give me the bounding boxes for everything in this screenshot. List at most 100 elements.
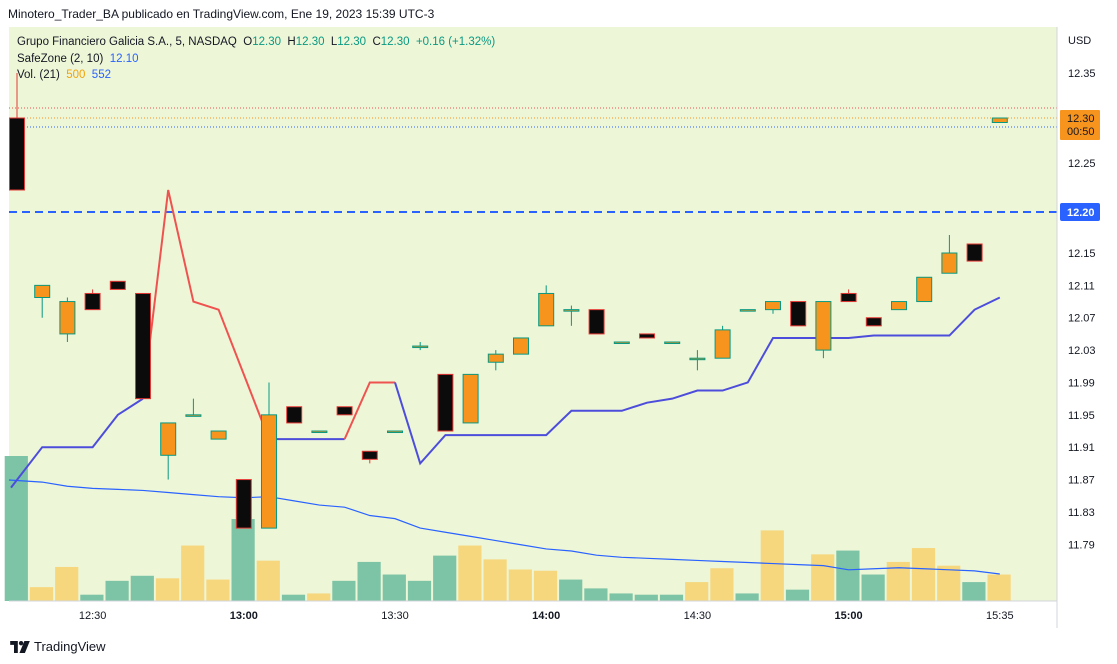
candle (840, 289, 857, 303)
x-tick-label: 15:00 (835, 610, 863, 622)
publisher-header: Minotero_Trader_BA publicado en TradingV… (8, 7, 435, 21)
candle (311, 430, 328, 434)
chart-legend: Grupo Financiero Galicia S.A., 5, NASDAQ… (17, 34, 495, 84)
volume-bar (508, 569, 532, 601)
x-tick-label: 14:00 (532, 610, 560, 622)
candle (462, 373, 479, 424)
countdown-label: 00:50 (1067, 126, 1095, 138)
candle (387, 430, 403, 434)
volume-bar (886, 561, 910, 601)
volume-bar (811, 554, 835, 601)
candle-body (639, 333, 655, 339)
volume-bar (710, 568, 734, 601)
safezone-line-red (343, 381, 395, 440)
x-tick-label: 14:30 (684, 610, 712, 622)
tradingview-logo[interactable]: TradingView (10, 639, 106, 654)
plot-area (9, 27, 1057, 601)
candle-body (437, 373, 454, 432)
safezone-layer (10, 189, 1001, 489)
candle (34, 284, 51, 318)
volume-bar (911, 548, 936, 601)
volume-bar (55, 566, 79, 601)
x-tick-label: 15:35 (986, 610, 1014, 622)
legend-volume-row[interactable]: Vol. (21) 500 552 (17, 67, 495, 84)
candle-body (311, 430, 328, 434)
candle (235, 479, 252, 529)
candle (991, 117, 1008, 123)
candle-body (412, 345, 429, 349)
current-price-label: 12.30 (1067, 113, 1095, 125)
candle (135, 292, 151, 400)
candle (941, 235, 958, 274)
volume-bar (609, 593, 633, 601)
legend-c-value: 12.30 (380, 36, 410, 48)
candle (286, 406, 303, 424)
volume-bar (4, 456, 28, 601)
x-axis: 12:30 13:00 13:30 14:00 14:30 15:00 15:35 (79, 610, 1014, 622)
candle-body (865, 317, 882, 327)
candle-body (689, 357, 706, 361)
candle (739, 309, 756, 312)
candle-body (185, 414, 202, 417)
volume-bar (458, 545, 482, 601)
candle-body (613, 341, 630, 345)
legend-symbol: Grupo Financiero Galicia S.A., 5, NASDAQ (17, 36, 237, 48)
volume-bar (962, 582, 986, 601)
candle (412, 342, 429, 351)
candle (790, 301, 807, 327)
candles-layer (9, 73, 1008, 529)
candle-body (286, 406, 303, 424)
y-tick-label: 12.25 (1068, 158, 1096, 170)
volume-bar (533, 570, 558, 601)
candle (588, 309, 605, 335)
candle (487, 350, 504, 371)
volume-bar (181, 545, 205, 601)
currency-label: USD (1068, 35, 1091, 47)
candle (689, 350, 706, 371)
candle (84, 289, 101, 311)
candle-body (513, 337, 529, 355)
volume-bar (332, 580, 356, 601)
volume-bar (735, 593, 759, 601)
candle-body (387, 430, 403, 434)
candle (765, 301, 781, 314)
safezone-line-blue (10, 397, 144, 489)
price-line-badge: 12.20 (1060, 203, 1100, 221)
legend-change: +0.16 (+1.32%) (415, 36, 496, 48)
volume-bar (231, 519, 255, 601)
volume-bar (256, 560, 280, 601)
volume-bar (685, 582, 709, 601)
volume-bar (155, 578, 180, 601)
candle-body (135, 292, 151, 400)
tradingview-logo-icon (10, 640, 30, 653)
y-tick-label: 11.99 (1068, 377, 1095, 389)
price-line-label: 12.20 (1067, 207, 1095, 219)
volume-ma-layer (8, 479, 1000, 575)
volume-bar (987, 574, 1011, 601)
volume-bar (861, 574, 885, 601)
candle-body (109, 280, 126, 290)
candle (336, 406, 353, 416)
legend-volume-ma-value: 552 (91, 69, 111, 81)
legend-volume-label: Vol. (21) (17, 69, 60, 81)
volume-bar (80, 594, 104, 601)
y-tick-label: 11.91 (1068, 442, 1095, 454)
candle-body (462, 373, 479, 424)
candle-body (210, 430, 227, 440)
volume-bar (382, 574, 406, 601)
candle-body (765, 301, 781, 311)
price-line-badge-bg (1060, 203, 1100, 221)
volume-bar (433, 555, 457, 601)
candle-body (361, 450, 378, 460)
legend-safezone-row[interactable]: SafeZone (2, 10) 12.10 (17, 51, 495, 68)
volume-bar (937, 565, 961, 601)
candle (513, 337, 529, 355)
volume-bar (281, 594, 306, 601)
candle-body (9, 117, 25, 191)
candle-body (235, 479, 252, 529)
y-tick-label: 12.07 (1068, 313, 1096, 325)
candle (815, 301, 832, 359)
candle (9, 73, 25, 191)
